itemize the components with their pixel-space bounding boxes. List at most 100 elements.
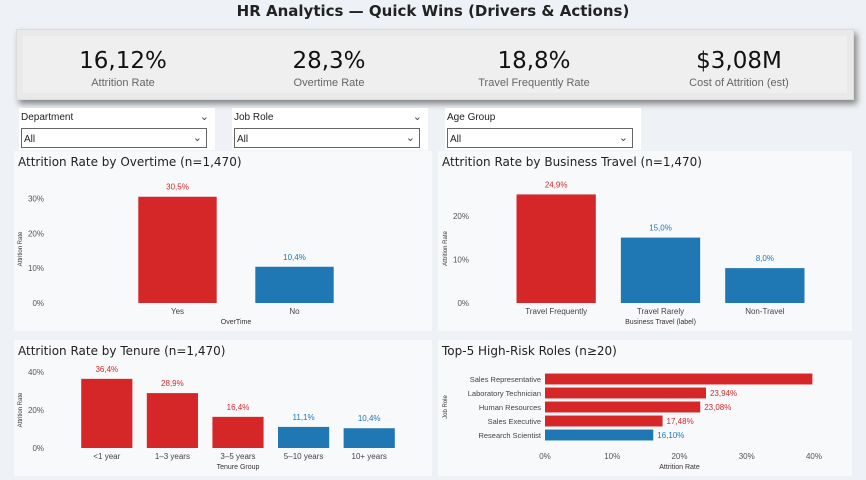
chevron-down-icon[interactable]: ⌄ bbox=[199, 111, 209, 123]
data-label: 8,0% bbox=[756, 254, 774, 263]
x-axis-title: Business Travel (label) bbox=[625, 319, 696, 326]
slicer-job-role[interactable]: Job Role ⌄ All ⌄ bbox=[232, 108, 428, 150]
kpi-value: $3,08M bbox=[696, 48, 782, 74]
y-axis-title: Attrition Rate bbox=[18, 231, 24, 266]
chart-title: Attrition Rate by Tenure (n=1,470) bbox=[18, 344, 226, 358]
slicer-title: Job Role bbox=[234, 112, 274, 123]
kpi-attrition-rate: 16,12% Attrition Rate bbox=[23, 36, 223, 89]
y-tick-label: 0% bbox=[32, 444, 44, 453]
chart-overtime: 0% 10% 20% 30% 30,5% Yes 10,4% No OverTime Attrit… bbox=[18, 183, 334, 326]
y-tick-label: 0% bbox=[32, 299, 44, 308]
data-label: 23,08% bbox=[704, 403, 731, 412]
chevron-down-icon[interactable]: ⌄ bbox=[192, 132, 202, 144]
x-tick-label: No bbox=[289, 307, 300, 316]
page-title: HR Analytics — Quick Wins (Drivers & Act… bbox=[236, 2, 630, 20]
chart-overtime-panel: Attrition Rate by Overtime (n=1,470) 0% 1… bbox=[14, 151, 432, 331]
y-tick-label: 20% bbox=[453, 212, 469, 221]
bar-sales-executive bbox=[545, 415, 663, 427]
x-tick-label: 10% bbox=[604, 452, 620, 461]
chart-business-travel: 0% 10% 20% 24,9% Travel Frequently 15,0% Trave… bbox=[443, 180, 805, 326]
bar-1-3-years bbox=[146, 393, 198, 448]
y-tick-label: Sales Representative bbox=[470, 375, 541, 384]
chart-title: Attrition Rate by Overtime (n=1,470) bbox=[18, 155, 242, 169]
chart-high-risk-roles: Sales Representative Laboratory Technicia… bbox=[443, 373, 822, 471]
x-tick-label: 30% bbox=[739, 452, 755, 461]
data-label: 10,4% bbox=[358, 414, 381, 423]
slicer-department[interactable]: Department ⌄ All ⌄ bbox=[19, 108, 215, 150]
slicer-title: Department bbox=[21, 112, 74, 123]
bar-travel-frequently bbox=[516, 194, 596, 303]
x-tick-label: 0% bbox=[539, 452, 551, 461]
data-label: 36,4% bbox=[95, 365, 118, 374]
bar-yes bbox=[138, 196, 217, 303]
data-label: 17,48% bbox=[667, 417, 694, 426]
bar-no bbox=[255, 266, 334, 303]
x-axis-title: Attrition Rate bbox=[659, 464, 700, 471]
kpi-label: Cost of Attrition (est) bbox=[689, 77, 789, 89]
slicer-dropdown[interactable]: All ⌄ bbox=[234, 128, 420, 148]
data-label: 28,9% bbox=[161, 379, 184, 388]
bar-5-10-years bbox=[278, 426, 330, 448]
x-tick-label: 10+ years bbox=[352, 452, 387, 461]
slicer-dropdown[interactable]: All ⌄ bbox=[21, 128, 207, 148]
y-tick-label: Laboratory Technician bbox=[468, 389, 541, 398]
kpi-value: 18,8% bbox=[497, 48, 571, 74]
slicer-value: All bbox=[24, 134, 36, 145]
bar-sales-representative bbox=[545, 373, 813, 385]
x-tick-label: 40% bbox=[806, 452, 822, 461]
chevron-down-icon[interactable]: ⌄ bbox=[618, 132, 628, 144]
y-tick-label: 40% bbox=[28, 368, 44, 377]
kpi-travel-frequently-rate: 18,8% Travel Frequently Rate bbox=[434, 36, 634, 89]
slicer-age-group[interactable]: Age Group All ⌄ bbox=[445, 108, 641, 150]
x-axis-title: Tenure Group bbox=[217, 464, 260, 471]
kpi-value: 28,3% bbox=[292, 48, 366, 74]
x-axis-title: OverTime bbox=[221, 319, 252, 326]
bar--1-year bbox=[81, 378, 133, 448]
data-label: 24,9% bbox=[545, 180, 568, 189]
bar-travel-rarely bbox=[620, 237, 701, 303]
y-tick-label: Human Resources bbox=[479, 403, 541, 412]
kpi-label: Attrition Rate bbox=[91, 77, 155, 89]
kpi-card-band: 16,12% Attrition Rate 28,3% Overtime Rat… bbox=[16, 29, 854, 100]
bar-3-5-years bbox=[212, 416, 264, 448]
chart-tenure-panel: Attrition Rate by Tenure (n=1,470) 0% 20%… bbox=[14, 340, 432, 476]
y-axis-title: Attrition Rate bbox=[18, 392, 24, 427]
data-label: 15,0% bbox=[649, 224, 672, 233]
bar-laboratory-technician bbox=[545, 387, 706, 399]
y-tick-label: 0% bbox=[457, 299, 469, 308]
kpi-overtime-rate: 28,3% Overtime Rate bbox=[229, 36, 429, 89]
data-label: 16,10% bbox=[657, 431, 684, 440]
y-tick-label: 10% bbox=[28, 264, 44, 273]
kpi-label: Travel Frequently Rate bbox=[478, 77, 590, 89]
slicer-title: Age Group bbox=[447, 112, 496, 123]
y-tick-label: 30% bbox=[28, 194, 44, 203]
x-tick-label: 3–5 years bbox=[220, 452, 255, 461]
data-label: 10,4% bbox=[283, 253, 306, 262]
y-tick-label: 20% bbox=[28, 406, 44, 415]
slicer-value: All bbox=[237, 134, 249, 145]
chart-tenure: 0% 20% 40% 36,4% <1 year 28,9% 1–3 years 16,4% 3… bbox=[18, 365, 395, 471]
bar-10-years bbox=[343, 428, 395, 448]
x-tick-label: Travel Frequently bbox=[525, 307, 587, 316]
x-tick-label: Travel Rarely bbox=[637, 307, 684, 316]
chart-business-travel-panel: Attrition Rate by Business Travel (n=1,4… bbox=[438, 151, 852, 331]
chevron-down-icon[interactable]: ⌄ bbox=[405, 132, 415, 144]
chevron-down-icon[interactable]: ⌄ bbox=[412, 111, 422, 123]
data-label: 23,94% bbox=[710, 389, 737, 398]
kpi-value: 16,12% bbox=[79, 48, 167, 74]
x-tick-label: Yes bbox=[171, 307, 184, 316]
data-label: 16,4% bbox=[227, 403, 250, 412]
x-tick-label: 5–10 years bbox=[284, 452, 324, 461]
y-axis-title: Attrition Rate bbox=[443, 230, 449, 265]
y-tick-label: 20% bbox=[28, 229, 44, 238]
x-tick-label: 1–3 years bbox=[155, 452, 190, 461]
bar-research-scientist bbox=[545, 429, 654, 441]
bar-human-resources bbox=[545, 401, 701, 413]
slicer-value: All bbox=[450, 134, 462, 145]
chart-high-risk-roles-panel: Top-5 High-Risk Roles (n≥20) Sales Repre… bbox=[438, 340, 852, 476]
y-tick-label: Research Scientist bbox=[478, 431, 541, 440]
x-tick-label: Non-Travel bbox=[745, 307, 784, 316]
slicer-dropdown[interactable]: All ⌄ bbox=[447, 128, 633, 148]
chart-title: Top-5 High-Risk Roles (n≥20) bbox=[442, 344, 617, 358]
bar-non-travel bbox=[725, 268, 805, 303]
